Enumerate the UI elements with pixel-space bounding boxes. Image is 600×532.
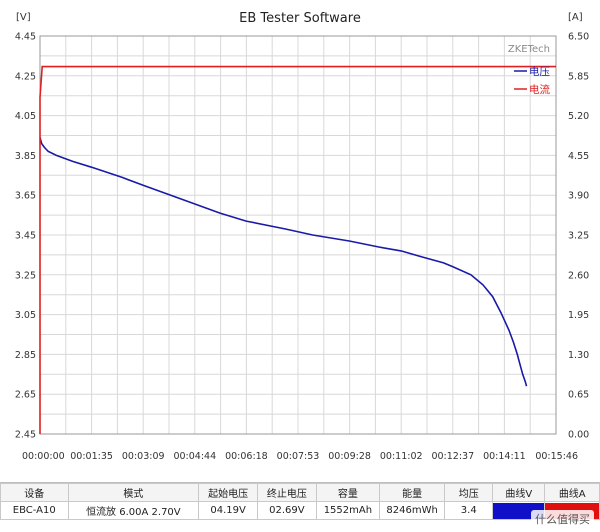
x-tick-label: 00:03:09 [122,451,165,462]
y-left-tick-label: 3.25 [15,270,36,281]
y-right-tick-label: 3.25 [568,231,589,242]
y-left-tick-label: 3.65 [15,191,36,202]
y-right-tick-label: 0.00 [568,430,589,441]
chart-svg: EB Tester Software [V] [A] 4.45 4.25 4.05 3.85… [15,11,589,462]
y-right-tick-label: 1.30 [568,350,589,361]
y-left-tick-label: 4.05 [15,111,36,122]
status-header-avg-voltage: 均压 [444,483,494,502]
status-header-end-voltage: 终止电压 [257,483,317,502]
status-table: 设备 模式 起始电压 终止电压 容量 能量 均压 曲线V 曲线A EBC-A10… [0,483,600,520]
right-axis-unit: [A] [568,12,583,23]
status-mode: 恒流放 6.00A 2.70V [67,501,200,520]
x-tick-label: 00:06:18 [225,451,268,462]
x-tick-label: 00:04:44 [173,451,216,462]
y-left-tick-label: 2.65 [15,390,36,401]
status-header-energy: 能量 [378,483,446,502]
x-tick-label: 00:12:37 [431,451,474,462]
y-right-tick-label: 6.50 [568,32,589,43]
status-header-device: 设备 [0,483,69,502]
y-left-tick-label: 4.25 [15,71,36,82]
x-tick-label: 00:15:46 [535,451,578,462]
status-header-start-voltage: 起始电压 [198,483,258,502]
status-value-row: EBC-A10 恒流放 6.00A 2.70V 04.19V 02.69V 15… [0,501,600,520]
legend-label: 电流 [529,83,550,96]
y-left-tick-label: 4.45 [15,32,36,43]
chart-title: EB Tester Software [239,11,361,26]
voltage-series-line [39,137,528,387]
y-left-tick-label: 3.45 [15,231,36,242]
y-right-tick-label: 4.55 [568,151,589,162]
status-device: EBC-A10 [0,501,69,520]
y-left-tick-label: 3.05 [15,310,36,321]
x-tick-label: 00:11:02 [380,451,423,462]
status-start-voltage: 04.19V [198,501,258,520]
status-avg-voltage: 3.4 [444,501,494,520]
x-tick-label: 00:07:53 [277,451,320,462]
x-tick-label: 00:14:11 [483,451,526,462]
status-capacity: 1552mAh [315,501,380,520]
y-right-tick-label: 1.95 [568,310,589,321]
y-right-tick-label: 5.85 [568,71,589,82]
y-right-tick-label: 5.20 [568,111,589,122]
left-axis-unit: [V] [16,12,31,23]
y-right-tick-label: 3.90 [568,191,589,202]
discharge-chart: EB Tester Software [V] [A] 4.45 4.25 4.05 3.85… [15,11,589,462]
y-left-tick-label: 3.85 [15,151,36,162]
y-left-tick-label: 2.85 [15,350,36,361]
status-header-row: 设备 模式 起始电压 终止电压 容量 能量 均压 曲线V 曲线A [0,483,600,502]
status-header-curve-v: 曲线V [492,483,546,502]
status-end-voltage: 02.69V [257,501,317,520]
brand-label: ZKETech [508,44,550,55]
status-header-mode: 模式 [67,483,200,502]
x-tick-label: 00:01:35 [70,451,113,462]
x-tick-label: 00:00:00 [22,451,65,462]
status-header-curve-a: 曲线A [544,483,600,502]
status-energy: 8246mWh [378,501,446,520]
current-series-line [39,65,556,434]
status-header-capacity: 容量 [315,483,380,502]
status-bar: 设备 模式 起始电压 终止电压 容量 能量 均压 曲线V 曲线A EBC-A10… [0,482,600,525]
legend-label: 电压 [529,65,550,78]
y-right-tick-label: 2.60 [568,270,589,281]
watermark: 什么值得买 [531,510,594,528]
y-right-tick-label: 0.65 [568,390,589,401]
x-tick-label: 00:09:28 [328,451,371,462]
y-left-tick-label: 2.45 [15,430,36,441]
